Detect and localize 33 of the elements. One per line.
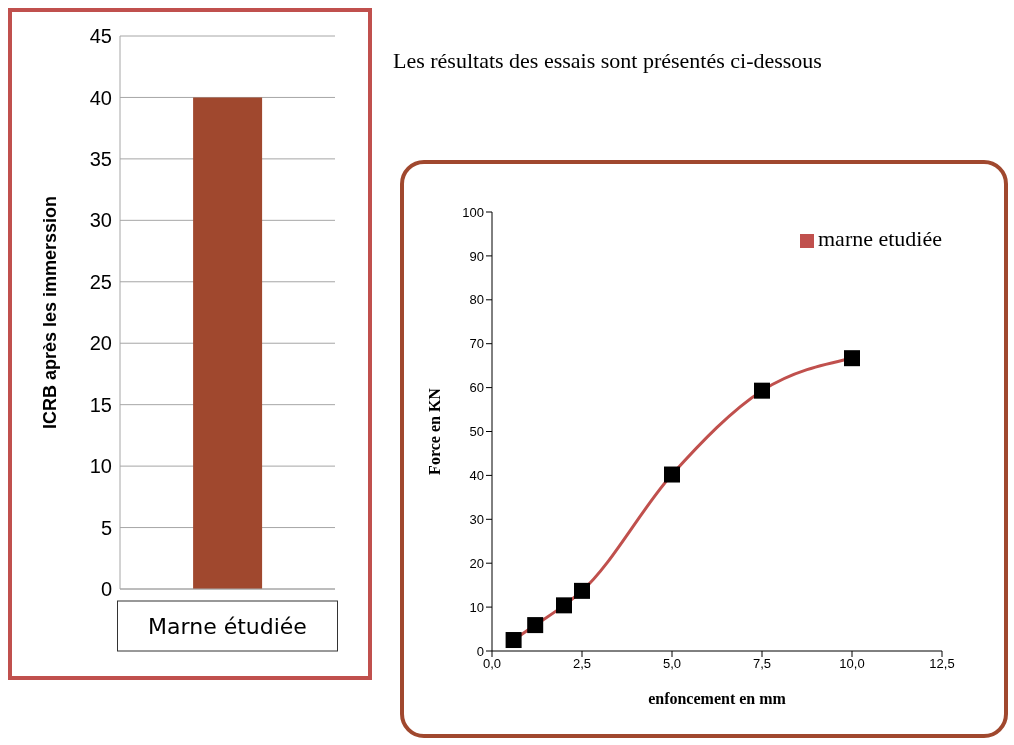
x-tick-label: Marne étudiée bbox=[148, 614, 307, 639]
y-tick-label: 0 bbox=[100, 578, 112, 601]
y-tick-label: 80 bbox=[469, 292, 484, 308]
y-tick-label: 0 bbox=[476, 643, 484, 659]
y-tick-label: 5 bbox=[100, 516, 112, 539]
y-tick-label: 50 bbox=[469, 424, 484, 440]
y-tick-label: 10 bbox=[469, 599, 484, 615]
y-tick-label: 25 bbox=[89, 270, 112, 293]
y-axis-title: ICRB après les immerssion bbox=[40, 195, 61, 430]
x-tick-label: 0,0 bbox=[482, 656, 502, 672]
y-tick-label: 20 bbox=[89, 332, 112, 355]
y-tick-label: 90 bbox=[469, 248, 484, 264]
x-tick-label: 7,5 bbox=[752, 656, 772, 672]
y-tick-label: 20 bbox=[469, 555, 484, 571]
y-tick-label: 30 bbox=[469, 511, 484, 527]
x-tick-label: 12,5 bbox=[929, 656, 955, 672]
x-tick-label: 5,0 bbox=[662, 656, 682, 672]
y-tick-label: 15 bbox=[89, 393, 112, 416]
y-tick-label: 45 bbox=[89, 25, 112, 48]
y-tick-label: 60 bbox=[469, 380, 484, 396]
y-tick-label: 30 bbox=[89, 209, 112, 232]
x-tick-label: 2,5 bbox=[572, 656, 592, 672]
y-tick-label: 10 bbox=[89, 455, 112, 478]
x-axis-title: enfoncement en mm bbox=[648, 690, 787, 707]
y-tick-label: 35 bbox=[89, 147, 112, 170]
y-tick-label: 100 bbox=[462, 204, 484, 220]
y-tick-label: 40 bbox=[469, 468, 484, 484]
y-tick-label: 40 bbox=[89, 86, 112, 109]
x-tick-label: 10,0 bbox=[839, 656, 865, 672]
text: Les résultats des essais sont présentés ci-dessous bbox=[393, 48, 822, 74]
legend-label: marne etudiée bbox=[818, 226, 942, 251]
y-tick-label: 70 bbox=[469, 336, 484, 352]
y-axis-title: Force en KN bbox=[425, 387, 443, 475]
